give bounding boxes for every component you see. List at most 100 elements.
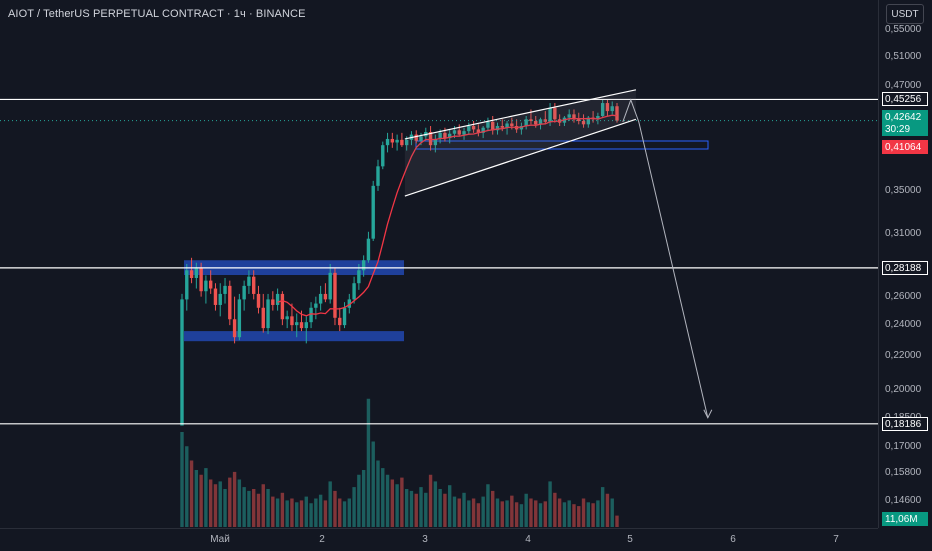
price-tick: 0,17000 — [885, 441, 922, 452]
candle-body — [357, 270, 361, 284]
volume-bar — [471, 498, 476, 527]
candle-body — [572, 114, 576, 120]
price-tick: 0,51000 — [885, 50, 922, 62]
candle-body — [476, 129, 481, 133]
candle-body — [280, 293, 285, 320]
candle-body — [342, 307, 347, 326]
volume-bar — [323, 500, 328, 527]
channel-drawings[interactable] — [404, 89, 713, 419]
candle-body — [352, 283, 356, 300]
volume-bar — [261, 484, 265, 527]
volume-bar — [347, 498, 352, 527]
volume-bar — [361, 470, 366, 527]
price-tick: 0,15800 — [885, 467, 922, 478]
candle-body — [577, 119, 581, 121]
candle-body — [189, 270, 194, 278]
candle-body — [548, 107, 552, 122]
candle-body — [447, 133, 452, 139]
candle-body — [438, 132, 442, 139]
volume-bar — [309, 503, 313, 527]
candle-body — [318, 293, 323, 304]
volume-bar — [605, 493, 610, 527]
candle-body — [481, 127, 485, 133]
volume-bar — [357, 474, 361, 527]
candle-body — [457, 130, 461, 135]
price-axis[interactable]: 0,55000 0,51000 0,47000 0,35000 0,31000 0,260… — [878, 0, 932, 528]
volume-bar — [318, 494, 323, 527]
candle-body — [261, 307, 265, 329]
volume-bar — [194, 470, 199, 527]
candle-body — [242, 285, 246, 300]
candle-body — [467, 126, 471, 132]
volume-bars — [180, 398, 619, 527]
volume-bar — [333, 490, 337, 527]
price-tick: 0,55000 — [885, 24, 922, 36]
time-tick: 3 — [422, 534, 428, 545]
time-axis[interactable]: Май 2 3 4 5 6 7 — [0, 528, 878, 551]
candle-body — [567, 114, 571, 118]
currency-button[interactable]: USDT — [886, 4, 924, 24]
candle-body — [404, 139, 409, 146]
candle-body — [419, 136, 423, 141]
volume-bar — [519, 504, 524, 527]
candle-body — [208, 280, 213, 289]
volume-bar — [562, 502, 567, 527]
candle-body — [433, 138, 438, 146]
candle-body — [299, 322, 304, 329]
price-tick: 0,22000 — [885, 350, 922, 362]
candle-body — [275, 293, 280, 305]
price-chart[interactable] — [0, 0, 878, 528]
candle-body — [361, 260, 366, 271]
volume-bar — [500, 501, 504, 527]
volume-bar — [266, 489, 270, 527]
volume-bar — [242, 487, 246, 527]
volume-bar — [543, 501, 547, 527]
volume-bar — [433, 481, 438, 527]
volume-bar — [342, 501, 347, 527]
volume-bar — [505, 500, 509, 527]
price-tick: 0,47000 — [885, 80, 922, 91]
volume-bar — [371, 441, 375, 527]
candle-body — [510, 123, 514, 127]
volume-bar — [491, 490, 495, 527]
candle-body — [538, 119, 543, 125]
channel-fill — [404, 89, 636, 197]
volume-bar — [208, 479, 213, 527]
volume-bar — [591, 503, 595, 527]
time-tick: Май — [210, 534, 230, 545]
candle-body — [385, 138, 390, 146]
volume-bar — [338, 498, 342, 527]
time-tick: 5 — [627, 534, 633, 545]
candle-body — [500, 126, 504, 128]
volume-bar — [548, 481, 552, 527]
volume-bar — [586, 502, 591, 527]
volume-bar — [275, 498, 280, 527]
projection-arrow — [638, 121, 709, 418]
price-tick: 0,14600 — [885, 495, 922, 506]
candle-body — [452, 130, 457, 134]
volume-bar — [538, 503, 543, 527]
volume-bar — [572, 504, 576, 527]
volume-bar — [443, 493, 447, 527]
candle-body — [199, 267, 203, 292]
volume-bar — [352, 487, 356, 527]
volume-bar — [419, 487, 423, 527]
candle-body — [553, 107, 557, 120]
horizontal-levels[interactable] — [0, 98, 878, 425]
candle-body — [581, 120, 586, 125]
candle-body — [529, 119, 533, 121]
candle-body — [615, 106, 619, 121]
price-tick: 0,35000 — [885, 184, 922, 196]
volume-bar — [457, 498, 461, 527]
volume-bar — [247, 490, 251, 527]
volume-bar — [180, 432, 184, 527]
candle-body — [290, 316, 294, 326]
candle-body — [194, 267, 199, 278]
candle-body — [328, 272, 332, 300]
price-label-level-1: 0,45256 — [882, 92, 928, 107]
volume-bar — [534, 500, 538, 527]
range-box-bottom — [184, 331, 404, 342]
candle-body — [309, 307, 313, 323]
volume-bar — [553, 492, 557, 527]
candle-body — [314, 303, 318, 308]
